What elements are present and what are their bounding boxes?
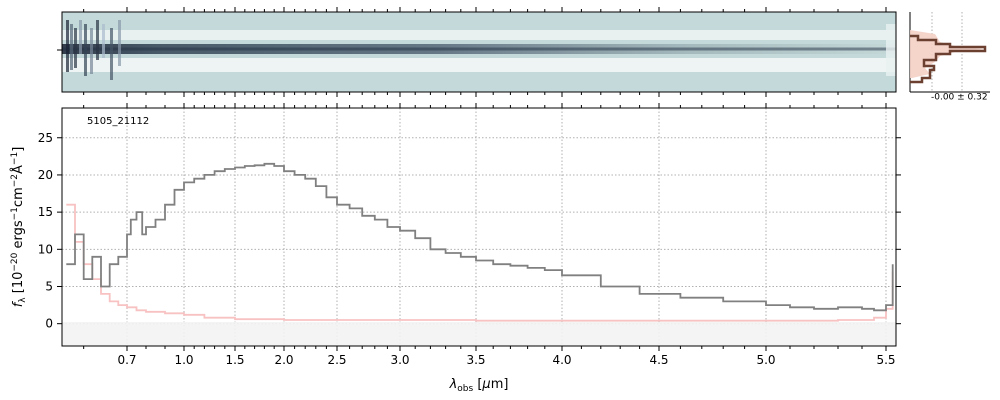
series-flux-line bbox=[66, 162, 894, 312]
noise-column bbox=[102, 24, 105, 58]
y-tick-label: 15 bbox=[38, 205, 53, 219]
noise-column bbox=[118, 20, 121, 66]
x-tick-label: 5.5 bbox=[876, 353, 895, 367]
noise-column bbox=[84, 24, 87, 76]
noise-column bbox=[70, 24, 73, 70]
x-tick-label: 2.5 bbox=[327, 353, 346, 367]
y-axis-ticks: 0 5 10 15 20 25 bbox=[38, 131, 901, 331]
x-tick-label: 3.5 bbox=[466, 353, 485, 367]
noise-column bbox=[90, 28, 93, 74]
x-tick-label: 1.5 bbox=[225, 353, 244, 367]
x-tick-label: 3.0 bbox=[390, 353, 409, 367]
spectrum-2d-trace-core bbox=[62, 47, 896, 51]
noise-column bbox=[79, 20, 82, 54]
y-axis-label: fλ [10−20 ergs−1cm−2Å−1] bbox=[10, 147, 28, 308]
y-tick-label: 5 bbox=[45, 280, 53, 294]
x-tick-label: 1.0 bbox=[174, 353, 193, 367]
noise-column bbox=[96, 20, 99, 60]
profile-annotation: -0.00 ± 0.32 bbox=[931, 93, 988, 103]
noise-column bbox=[74, 28, 77, 68]
profile-panel: -0.00 ± 0.32 bbox=[909, 12, 990, 103]
noise-column bbox=[886, 24, 896, 76]
profile-line bbox=[910, 34, 987, 84]
chart-annotation: 5105_21112 bbox=[87, 116, 149, 127]
spectrum-2d-ticks bbox=[83, 7, 887, 97]
y-tick-label: 25 bbox=[38, 131, 53, 145]
main-frame bbox=[61, 107, 897, 347]
spectrum-2d-noise-columns bbox=[66, 20, 896, 80]
x-tick-label: 4.0 bbox=[552, 353, 571, 367]
series-uncertainty-line bbox=[66, 203, 894, 322]
y-tick-label: 0 bbox=[45, 317, 53, 331]
zero-band bbox=[62, 322, 896, 346]
spectrum-2d-white-region-upper bbox=[62, 30, 896, 40]
noise-column bbox=[66, 20, 69, 72]
spectrum-2d-frame bbox=[61, 11, 897, 93]
x-tick-label: 5.0 bbox=[756, 353, 775, 367]
spectrum-1d-panel: 0.7 1.0 1.5 2.0 2.5 3.0 3.5 4.0 4.5 5.0 5.5 0 5 10 15… bbox=[10, 103, 901, 394]
x-axis-label: λobs [μm] bbox=[449, 377, 509, 394]
x-tick-label: 0.7 bbox=[117, 353, 136, 367]
x-tick-label: 4.5 bbox=[649, 353, 668, 367]
spectrum-2d-white-region-lower bbox=[62, 58, 896, 72]
y-tick-label: 20 bbox=[38, 168, 53, 182]
noise-column bbox=[110, 28, 113, 80]
spectrum-2d-panel bbox=[57, 7, 897, 97]
x-tick-label: 2.0 bbox=[274, 353, 293, 367]
y-tick-label: 10 bbox=[38, 242, 53, 256]
main-grid bbox=[62, 108, 896, 346]
x-axis-ticks: 0.7 1.0 1.5 2.0 2.5 3.0 3.5 4.0 4.5 5.0 5.5 bbox=[83, 103, 896, 367]
